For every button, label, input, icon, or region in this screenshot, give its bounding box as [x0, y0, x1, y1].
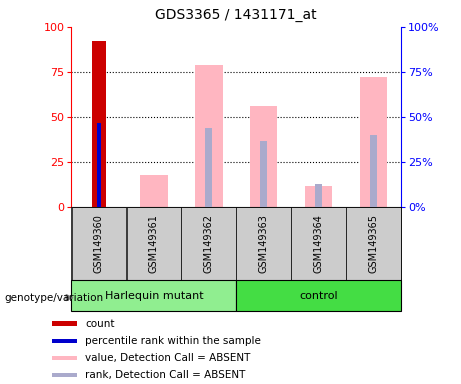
Bar	[126, 207, 181, 280]
Bar	[71, 207, 126, 280]
Bar	[53, 373, 77, 377]
Bar	[360, 78, 387, 207]
Bar	[236, 280, 401, 311]
Text: Harlequin mutant: Harlequin mutant	[105, 291, 203, 301]
Bar	[206, 128, 212, 207]
Text: control: control	[299, 291, 338, 301]
Bar	[370, 135, 377, 207]
Bar	[250, 106, 278, 207]
Bar	[315, 184, 322, 207]
Bar	[53, 321, 77, 326]
Bar	[53, 356, 77, 360]
Bar	[92, 41, 106, 207]
Bar	[140, 175, 168, 207]
Bar	[182, 207, 236, 280]
Text: GSM149362: GSM149362	[204, 214, 214, 273]
Text: GSM149364: GSM149364	[313, 214, 324, 273]
Text: rank, Detection Call = ABSENT: rank, Detection Call = ABSENT	[85, 370, 245, 381]
Text: GSM149360: GSM149360	[94, 214, 104, 273]
Text: GSM149363: GSM149363	[259, 214, 269, 273]
Bar	[53, 339, 77, 343]
Bar	[236, 207, 291, 280]
Text: genotype/variation: genotype/variation	[5, 293, 104, 303]
Bar	[260, 141, 267, 207]
Bar	[346, 207, 401, 280]
Text: value, Detection Call = ABSENT: value, Detection Call = ABSENT	[85, 353, 250, 363]
Bar	[291, 207, 346, 280]
Text: GSM149365: GSM149365	[369, 214, 378, 273]
Text: percentile rank within the sample: percentile rank within the sample	[85, 336, 261, 346]
Title: GDS3365 / 1431171_at: GDS3365 / 1431171_at	[155, 8, 317, 22]
Bar	[195, 65, 223, 207]
Bar	[71, 280, 236, 311]
Bar	[97, 122, 101, 207]
Text: count: count	[85, 318, 114, 329]
Bar	[305, 186, 332, 207]
Text: GSM149361: GSM149361	[149, 214, 159, 273]
